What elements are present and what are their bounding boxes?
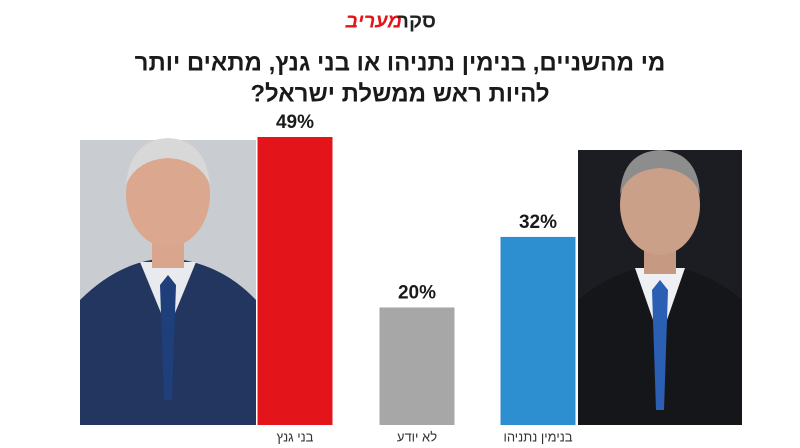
chart-title: להיות ראש ממשלת ישראל?	[250, 80, 549, 107]
x-tick-label: בנימין נתניהו	[503, 429, 572, 444]
bar	[379, 307, 455, 425]
header: סקר	[397, 10, 436, 32]
bar	[257, 137, 333, 425]
value-label: 32%	[519, 212, 557, 233]
photo-right	[578, 150, 742, 425]
value-label: 49%	[276, 112, 314, 133]
value-label: 20%	[398, 282, 436, 303]
x-tick-label: בני גנץ	[277, 429, 314, 444]
bar	[500, 236, 576, 425]
chart-title: מי מהשניים, בנימין נתניהו או בני גנץ, מת…	[135, 49, 666, 76]
x-tick-label: לא יודע	[397, 429, 437, 444]
photo-left	[80, 138, 256, 425]
brand-logo: מעריב	[344, 10, 402, 32]
